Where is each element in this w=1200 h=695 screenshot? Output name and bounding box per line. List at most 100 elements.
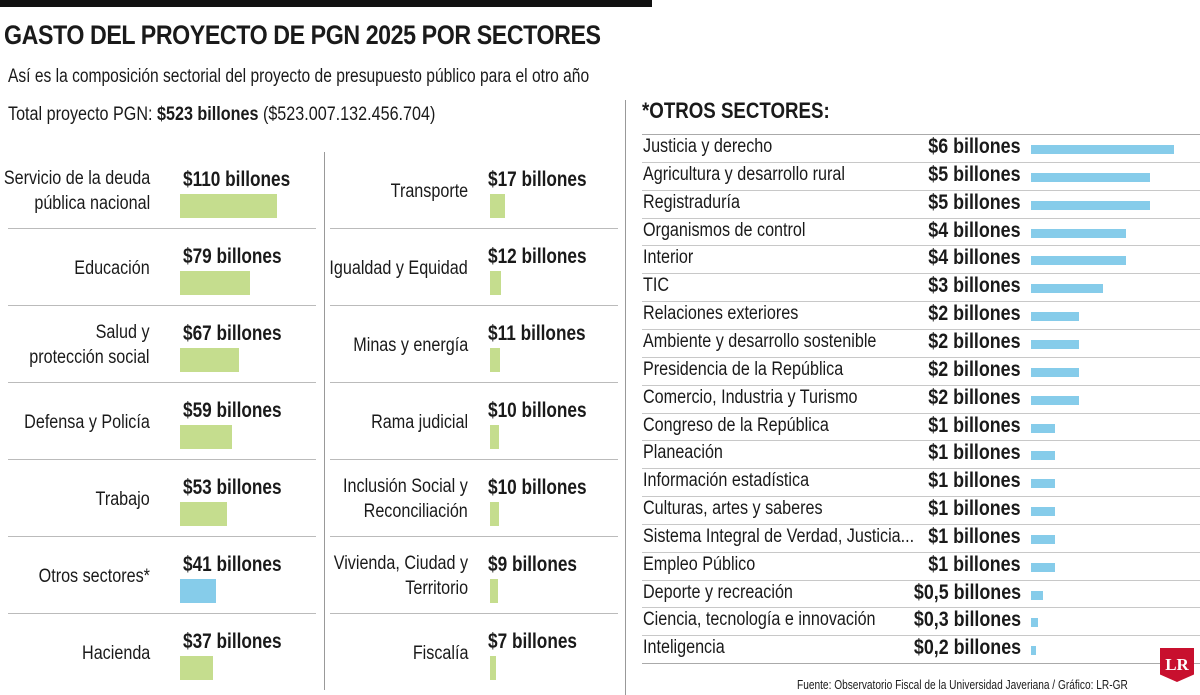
otros-value: $2 billones [912, 386, 1021, 410]
sector-label-line: pública nacional [34, 192, 151, 214]
otros-label: Agricultura y desarrollo rural [643, 164, 845, 185]
sector-label-text: Hacienda [82, 641, 150, 666]
otros-label: Comercio, Industria y Turismo [643, 387, 858, 408]
sector-label: Defensa y Policía [2, 410, 150, 435]
otros-value: $1 billones [912, 525, 1021, 549]
otros-value-text: $1 billones [928, 469, 1021, 492]
row-divider [330, 459, 618, 460]
otros-label: Ambiente y desarrollo sostenible [643, 331, 877, 352]
row-divider [8, 536, 316, 537]
sector-label: Educación [61, 256, 150, 281]
row-divider [8, 382, 316, 383]
sector-value: $59 billones [183, 399, 282, 422]
otros-value: $2 billones [912, 302, 1021, 326]
sector-label-line: Trabajo [95, 488, 150, 510]
sector-bar [180, 194, 277, 218]
otros-row-divider [642, 552, 1200, 553]
otros-row-divider [642, 301, 1200, 302]
sector-label-line: Reconciliación [363, 500, 468, 522]
otros-value: $3 billones [912, 274, 1021, 298]
chart-subtitle: Así es la composición sectorial del proy… [8, 66, 590, 87]
otros-bar [1031, 646, 1036, 655]
otros-bar [1031, 591, 1043, 600]
chart-title: GASTO DEL PROYECTO DE PGN 2025 POR SECTO… [4, 20, 601, 50]
otros-value: $1 billones [912, 441, 1021, 465]
otros-row-divider [642, 190, 1200, 191]
otros-bar [1031, 507, 1055, 516]
sector-bar [490, 656, 497, 680]
otros-value-text: $2 billones [928, 386, 1021, 409]
sector-label-text: Salud y protección social [30, 320, 150, 370]
otros-value: $4 billones [912, 219, 1021, 243]
row-divider [8, 613, 316, 614]
sector-label: Hacienda [70, 641, 150, 666]
sector-label-line: Vivienda, Ciudad y [333, 552, 468, 574]
sector-label-line: Otros sectores* [38, 565, 150, 587]
otros-value-text: $5 billones [928, 163, 1021, 186]
sector-value: $37 billones [183, 630, 282, 653]
otros-value-text: $1 billones [928, 525, 1021, 548]
sector-bar [180, 502, 227, 526]
otros-row-divider [642, 663, 1200, 664]
otros-label: Inteligencia [643, 637, 725, 658]
otros-bar [1031, 535, 1055, 544]
otros-label: Organismos de control [643, 220, 806, 241]
sector-label: Servicio de la deuda pública nacional [0, 166, 150, 216]
sector-bar [490, 579, 498, 603]
sector-label: Transporte [377, 179, 468, 204]
otros-label: Información estadística [643, 470, 810, 491]
otros-value: $5 billones [912, 191, 1021, 215]
otros-bar [1031, 312, 1079, 321]
total-label: Total proyecto PGN: [8, 104, 153, 125]
otros-row-divider [642, 329, 1200, 330]
sector-label: Minas y energía [333, 333, 468, 358]
sector-value: $41 billones [183, 553, 282, 576]
sector-value: $9 billones [488, 553, 578, 576]
sector-bar [490, 425, 499, 449]
source-note: Fuente: Observatorio Fiscal de la Univer… [797, 677, 1128, 692]
otros-row-divider [642, 218, 1200, 219]
sector-bar [180, 579, 217, 603]
otros-value: $0,2 billones [895, 636, 1021, 660]
otros-bar [1031, 396, 1079, 405]
otros-value-text: $5 billones [928, 191, 1021, 214]
sector-value: $53 billones [183, 476, 282, 499]
otros-bar [1031, 479, 1055, 488]
sector-label-line: Territorio [405, 577, 468, 599]
otros-label: Justicia y derecho [643, 136, 773, 157]
otros-row-divider [642, 134, 1200, 135]
sector-label-text: Otros sectores* [39, 564, 150, 589]
otros-bar [1031, 201, 1151, 210]
otros-value-text: $1 billones [928, 414, 1021, 437]
otros-value-text: $6 billones [928, 135, 1021, 158]
otros-label: Culturas, artes y saberes [643, 498, 823, 519]
otros-value: $0,3 billones [895, 608, 1021, 632]
sector-label: Salud y protección social [8, 320, 150, 370]
otros-bar [1031, 424, 1055, 433]
otros-row-divider [642, 607, 1200, 608]
sector-bar [490, 271, 501, 295]
sector-bar [180, 656, 213, 680]
sector-label-line: Fiscalía [412, 642, 468, 664]
otros-value-text: $1 billones [928, 441, 1021, 464]
otros-label: Relaciones exteriores [643, 303, 799, 324]
otros-row-divider [642, 635, 1200, 636]
otros-row-divider [642, 385, 1200, 386]
otros-bar [1031, 145, 1174, 154]
sector-value: $67 billones [183, 322, 282, 345]
otros-value-text: $2 billones [928, 330, 1021, 353]
sector-label-line: Inclusión Social y [343, 475, 468, 497]
sector-label-text: Inclusión Social y Reconciliación [343, 474, 468, 524]
otros-value-text: $0,5 billones [913, 581, 1021, 604]
sector-label-text: Minas y energía [353, 333, 468, 358]
otros-row-divider [642, 245, 1200, 246]
otros-value: $2 billones [912, 330, 1021, 354]
otros-bar [1031, 368, 1079, 377]
otros-value: $1 billones [912, 414, 1021, 438]
total-line: Total proyecto PGN: $523 billones ($523.… [8, 104, 435, 126]
otros-value-text: $2 billones [928, 358, 1021, 381]
sector-label-text: Igualdad y Equidad [330, 256, 468, 281]
sector-label: Fiscalía [403, 641, 468, 666]
row-divider [330, 305, 618, 306]
otros-value: $1 billones [912, 497, 1021, 521]
